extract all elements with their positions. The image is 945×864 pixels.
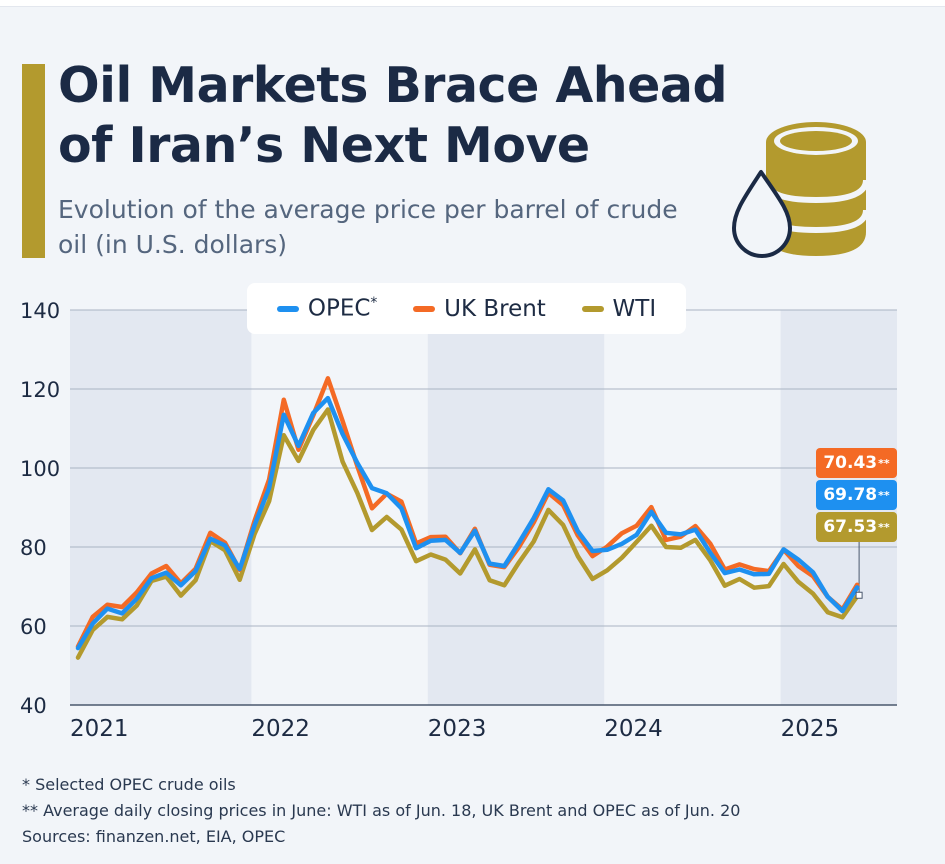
x-tick-label: 2023: [428, 716, 487, 742]
series-line-opec: [75, 395, 860, 651]
oil-barrel-drop-icon: [732, 122, 869, 258]
year-band-2021: [70, 310, 252, 705]
y-tick-label: 100: [20, 457, 60, 481]
legend-item-wti: WTI: [581, 295, 657, 322]
legend-label-wti: WTI: [612, 295, 657, 322]
chart-legend: OPEC* UK Brent WTI: [247, 283, 686, 334]
y-tick-label: 40: [20, 694, 47, 718]
x-tick-label: 2021: [70, 716, 129, 742]
x-tick-label: 2022: [251, 716, 310, 742]
top-frame-strip: [0, 0, 945, 7]
y-tick-label: 140: [20, 299, 60, 323]
year-band-2023: [427, 310, 605, 705]
legend-item-opec: OPEC*: [276, 295, 378, 322]
callout-brent-latest: 70.43 **: [816, 448, 897, 478]
chart-subtitle: Evolution of the average price per barre…: [58, 195, 678, 259]
legend-item-brent: UK Brent: [413, 296, 546, 322]
x-tick-label: 2024: [604, 716, 663, 742]
footnote-june-prices: ** Average daily closing prices in June:…: [22, 801, 741, 820]
title-accent-bar: [22, 64, 45, 258]
end-point-marker: [855, 591, 863, 599]
chart-title: Oil Markets Brace Ahead of Iran’s Next M…: [58, 57, 728, 174]
y-tick-label: 80: [20, 536, 47, 560]
legend-swatch-wti: [581, 305, 604, 312]
legend-swatch-brent: [413, 305, 436, 312]
legend-swatch-opec: [276, 305, 299, 312]
legend-label-brent: UK Brent: [444, 295, 546, 322]
line-chart: 40 60 80 100 120 140 2021 2022 2023 2024 2025: [20, 299, 897, 742]
y-tick-label: 120: [20, 378, 60, 402]
footnote-sources: Sources: finanzen.net, EIA, OPEC: [22, 827, 286, 846]
callout-opec-latest: 69.78 **: [816, 480, 897, 510]
footnote-opec: * Selected OPEC crude oils: [22, 775, 236, 794]
callout-wti-latest: 67.53 **: [816, 512, 897, 542]
y-tick-label: 60: [20, 615, 47, 639]
x-tick-label: 2025: [781, 716, 840, 742]
footnotes: * Selected OPEC crude oils ** Average da…: [22, 772, 922, 850]
legend-label-opec: OPEC*: [307, 295, 378, 322]
